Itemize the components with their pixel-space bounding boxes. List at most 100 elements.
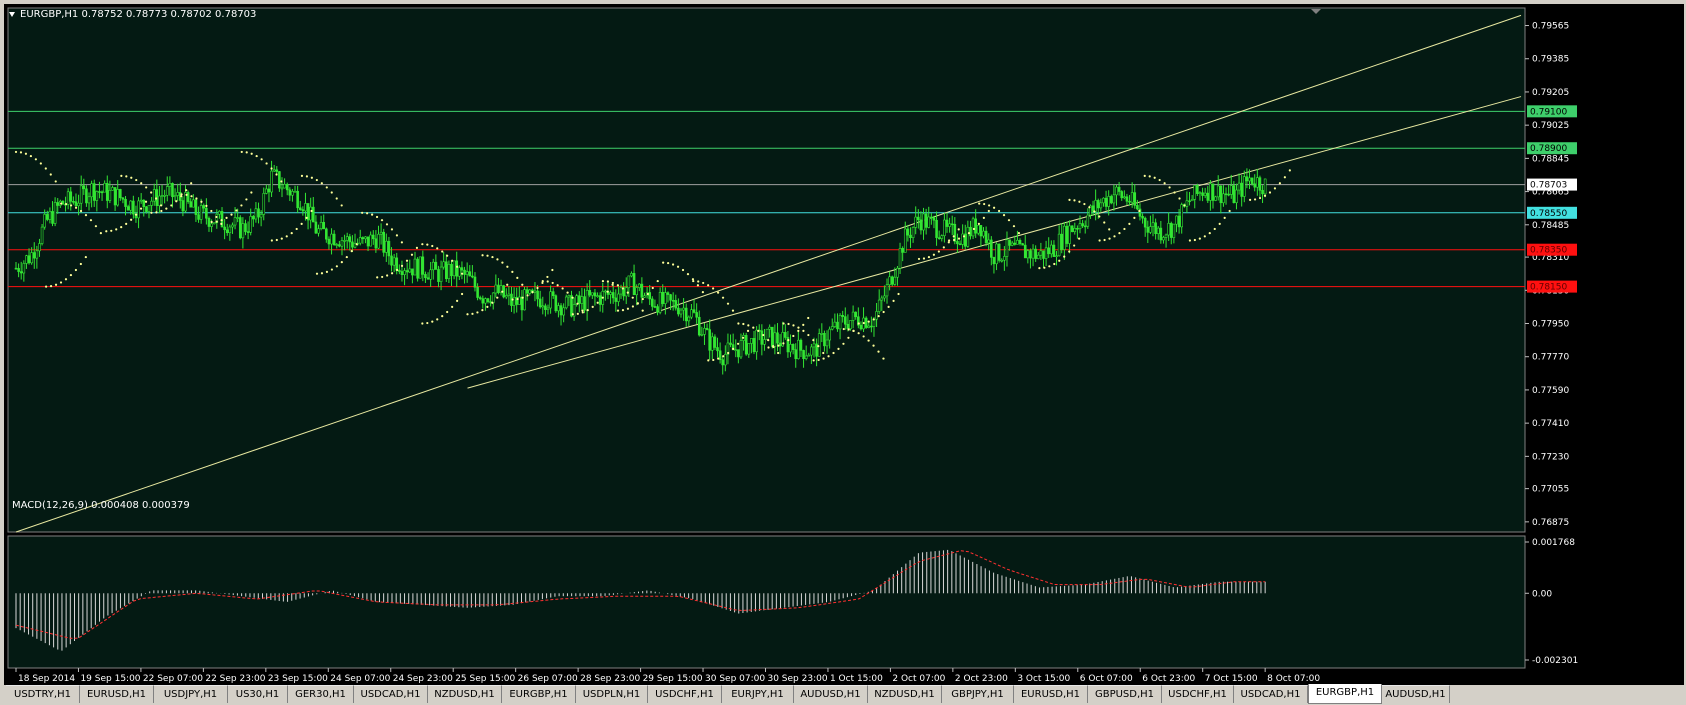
channel-line[interactable] — [467, 96, 1522, 389]
sar-dot — [1249, 198, 1252, 201]
sar-dot — [611, 283, 614, 286]
candle-body — [293, 190, 297, 193]
sar-dot — [601, 279, 605, 283]
candle-body — [314, 221, 318, 234]
candle-body — [976, 225, 980, 234]
sar-dot — [1103, 238, 1106, 242]
candle-body — [1229, 185, 1233, 195]
sar-dot — [79, 262, 82, 266]
candle-body — [442, 261, 445, 268]
candle-body — [995, 243, 998, 265]
sar-dot — [315, 178, 318, 182]
candle-body — [611, 292, 615, 299]
sar-dot — [1128, 222, 1131, 225]
candle-body — [778, 342, 782, 347]
tab-usdcad-h1-5[interactable]: USDCAD,H1 — [354, 685, 428, 703]
sar-dot — [576, 312, 579, 315]
candle-body — [1042, 250, 1045, 259]
candle-body — [789, 344, 792, 353]
chart-svg[interactable]: 0.79565 0.79385 0.79205 0.79025 0.78845 0.786… — [4, 4, 1684, 685]
tab-eurusd-h1-1[interactable]: EURUSD,H1 — [80, 685, 154, 703]
sar-dot — [460, 292, 464, 296]
sar-dot — [436, 318, 439, 321]
candle-body — [575, 295, 578, 305]
candle-body — [413, 258, 417, 276]
sar-dot — [1168, 186, 1171, 189]
candle-body — [408, 268, 412, 273]
candle-body — [348, 236, 352, 243]
candle-body — [14, 267, 18, 270]
parabolic-sar — [14, 150, 1291, 362]
candle-body — [692, 309, 696, 313]
sar-dot — [381, 275, 384, 279]
dropdown-triangle-icon[interactable] — [9, 12, 15, 17]
tab-nzdusd-h1-6[interactable]: NZDUSD,H1 — [428, 685, 502, 703]
sar-dot — [340, 204, 343, 207]
candle-body — [812, 343, 816, 348]
candle-body — [901, 248, 904, 253]
sar-dot — [1178, 197, 1181, 200]
tab-audusd-h1-11[interactable]: AUDUSD,H1 — [794, 685, 868, 703]
candle-body — [244, 223, 247, 232]
tab-usdchf-h1-16[interactable]: USDCHF,H1 — [1162, 685, 1234, 703]
sar-dot — [616, 284, 619, 287]
sar-dot — [947, 241, 950, 244]
candle-body — [648, 292, 652, 300]
tab-usdchf-h1-9[interactable]: USDCHF,H1 — [648, 685, 722, 703]
shift-marker-icon[interactable] — [1311, 9, 1321, 14]
candle-body — [1141, 216, 1144, 219]
candle-body — [815, 343, 818, 357]
tab-usdcad-h1-17[interactable]: USDCAD,H1 — [1234, 685, 1308, 703]
candle-body — [38, 243, 41, 252]
sar-dot — [155, 211, 158, 214]
candle-body — [66, 191, 70, 205]
sar-dot — [1048, 265, 1051, 268]
sar-dot — [546, 275, 549, 279]
tab-usdtry-h1-0[interactable]: USDTRY,H1 — [6, 685, 80, 703]
tab-ger30-h1-4[interactable]: GER30,H1 — [288, 685, 354, 703]
tab-us30-h1-3[interactable]: US30,H1 — [228, 685, 288, 703]
candle-body — [119, 189, 122, 199]
trend-channel[interactable] — [15, 14, 1522, 533]
tab-gbpusd-h1-15[interactable]: GBPUSD,H1 — [1088, 685, 1162, 703]
tab-eurusd-h1-14[interactable]: EURUSD,H1 — [1014, 685, 1088, 703]
sar-dot — [691, 278, 695, 281]
candle-body — [77, 202, 80, 207]
sar-dot — [1288, 169, 1291, 172]
tab-eurgbp-h1-18[interactable]: EURGBP,H1 — [1308, 684, 1382, 704]
sar-dot — [486, 305, 489, 309]
sar-dot — [340, 261, 343, 264]
tab-gbpjpy-h1-13[interactable]: GBPJPY,H1 — [942, 685, 1014, 703]
time-tick-label: 7 Oct 15:00 — [1205, 674, 1258, 684]
candle-body — [724, 354, 727, 366]
sar-dot — [1208, 231, 1211, 235]
time-tick-label: 22 Sep 07:00 — [143, 674, 203, 684]
tab-audusd-h1-19[interactable]: AUDUSD,H1 — [1382, 685, 1450, 703]
candle-body — [126, 206, 130, 211]
sar-dot — [701, 291, 704, 294]
sar-dot — [1133, 216, 1136, 219]
time-tick-label: 23 Sep 15:00 — [268, 674, 328, 684]
sar-dot — [732, 347, 735, 350]
candle-body — [1175, 215, 1178, 225]
horizontal-levels[interactable]: 0.79100 0.78900 0.78703 0.78550 0.78350 0.781… — [8, 105, 1577, 293]
tab-eurjpy-h1-10[interactable]: EURJPY,H1 — [722, 685, 794, 703]
sar-dot — [727, 351, 730, 355]
tab-eurgbp-h1-7[interactable]: EURGBP,H1 — [502, 685, 576, 703]
time-tick-label: 30 Sep 07:00 — [705, 674, 765, 684]
candle-body — [1068, 225, 1071, 244]
candle-body — [1104, 197, 1108, 207]
tab-nzdusd-h1-12[interactable]: NZDUSD,H1 — [868, 685, 942, 703]
channel-line[interactable] — [15, 14, 1522, 533]
candle-body — [843, 316, 847, 325]
candle-body — [288, 189, 292, 196]
candle-body — [585, 290, 589, 311]
tab-usdpln-h1-8[interactable]: USDPLN,H1 — [576, 685, 648, 703]
candle-body — [129, 200, 133, 211]
sar-dot — [476, 311, 479, 314]
candle-body — [614, 297, 618, 302]
candle-body — [982, 230, 985, 237]
sar-dot — [952, 235, 955, 238]
tab-usdjpy-h1-2[interactable]: USDJPY,H1 — [154, 685, 228, 703]
sar-dot — [536, 286, 539, 290]
